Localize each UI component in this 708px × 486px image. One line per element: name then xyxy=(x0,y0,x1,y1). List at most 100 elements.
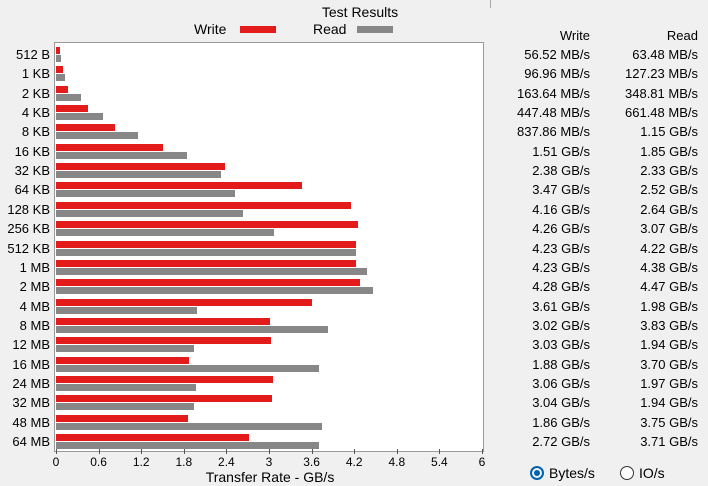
x-tick-label: 4.8 xyxy=(388,455,406,469)
x-tick-label: 4.2 xyxy=(345,455,363,469)
x-tick-label: 1.2 xyxy=(132,455,150,469)
read-value: 1.15 GB/s xyxy=(640,124,698,140)
x-tick xyxy=(439,449,441,454)
io-option-label: IO/s xyxy=(639,465,665,481)
read-value: 2.52 GB/s xyxy=(640,182,698,198)
write-value: 3.03 GB/s xyxy=(532,337,590,353)
write-value: 4.23 GB/s xyxy=(532,240,590,256)
write-bar xyxy=(56,201,352,209)
category-label: 2 KB xyxy=(21,85,50,101)
write-value: 4.26 GB/s xyxy=(532,221,590,237)
write-bar xyxy=(56,182,303,190)
read-value: 1.94 GB/s xyxy=(640,337,698,353)
category-label: 1 KB xyxy=(21,66,50,82)
read-value: 1.94 GB/s xyxy=(640,395,698,411)
x-tick-label: 2.4 xyxy=(218,455,235,469)
read-bar xyxy=(56,190,235,198)
window-divider xyxy=(490,0,491,8)
write-bar xyxy=(56,375,274,383)
write-value: 3.47 GB/s xyxy=(532,182,590,198)
x-tick-label: 3.6 xyxy=(303,455,320,469)
read-bar xyxy=(56,345,194,353)
io-per-second-option[interactable]: IO/s xyxy=(620,465,665,481)
x-tick xyxy=(396,449,398,454)
write-value: 447.48 MB/s xyxy=(517,105,590,121)
write-bar xyxy=(56,414,189,422)
bytes-option-label: Bytes/s xyxy=(549,465,595,481)
read-value: 4.47 GB/s xyxy=(640,279,698,295)
x-axis-label: Transfer Rate - GB/s xyxy=(205,469,335,485)
x-tick xyxy=(311,449,313,454)
category-label: 48 MB xyxy=(12,414,50,430)
x-tick xyxy=(482,449,483,454)
x-tick xyxy=(141,449,143,454)
category-label: 32 KB xyxy=(14,163,50,179)
x-tick xyxy=(354,449,356,454)
category-label: 8 KB xyxy=(21,124,50,140)
read-value: 63.48 MB/s xyxy=(632,47,698,62)
io-radio-button[interactable] xyxy=(620,466,634,480)
write-value: 3.06 GB/s xyxy=(532,375,590,391)
read-bar xyxy=(56,171,222,179)
read-bar xyxy=(56,151,188,159)
write-value: 4.16 GB/s xyxy=(532,201,590,217)
write-bar xyxy=(56,124,116,132)
x-tick-label: 0 xyxy=(52,455,60,469)
read-bar xyxy=(56,403,194,411)
write-value: 1.86 GB/s xyxy=(532,414,590,430)
write-bar xyxy=(56,317,271,325)
read-bar xyxy=(56,248,356,256)
read-bar xyxy=(56,287,374,295)
write-bar xyxy=(56,259,357,267)
write-bar xyxy=(56,298,313,306)
x-tick-label: 5.4 xyxy=(431,455,448,469)
category-label: 64 MB xyxy=(12,434,50,449)
read-bar xyxy=(56,229,274,237)
read-value: 1.98 GB/s xyxy=(640,298,698,314)
read-value: 661.48 MB/s xyxy=(625,105,698,121)
x-tick-label: 0.6 xyxy=(90,455,107,469)
x-tick xyxy=(56,449,57,454)
write-value: 4.28 GB/s xyxy=(532,279,590,295)
category-label: 16 KB xyxy=(14,143,50,159)
legend-read-swatch xyxy=(357,26,393,33)
read-bar xyxy=(56,113,103,121)
read-bar xyxy=(56,132,138,140)
category-label: 16 MB xyxy=(12,356,50,372)
x-tick xyxy=(226,449,228,454)
read-value: 3.83 GB/s xyxy=(640,317,698,333)
read-value: 1.85 GB/s xyxy=(640,143,698,159)
write-value: 837.86 MB/s xyxy=(517,124,590,140)
category-label: 2 MB xyxy=(19,279,50,295)
category-label: 256 KB xyxy=(7,221,50,237)
read-value: 127.23 MB/s xyxy=(625,66,698,82)
read-bar xyxy=(56,325,328,333)
write-bar xyxy=(56,395,272,403)
read-bar xyxy=(56,306,197,314)
write-bar xyxy=(56,337,272,345)
legend-write-label: Write xyxy=(194,21,227,37)
read-value: 2.33 GB/s xyxy=(640,163,698,179)
read-bar xyxy=(56,74,66,82)
legend-write-swatch xyxy=(240,26,276,33)
write-bar xyxy=(56,434,250,441)
write-bar xyxy=(56,221,359,229)
bytes-radio-button[interactable] xyxy=(530,466,544,480)
write-bar xyxy=(56,163,225,171)
bytes-per-second-option[interactable]: Bytes/s xyxy=(530,465,595,481)
write-bar xyxy=(56,240,357,248)
read-bar xyxy=(56,267,367,275)
write-bar xyxy=(56,85,68,93)
write-value: 1.88 GB/s xyxy=(532,356,590,372)
read-value: 4.38 GB/s xyxy=(640,259,698,275)
read-bar xyxy=(56,422,323,430)
write-value: 4.23 GB/s xyxy=(532,259,590,275)
category-label: 64 KB xyxy=(14,182,50,198)
read-bar xyxy=(56,364,319,372)
read-bar xyxy=(56,442,320,449)
x-tick xyxy=(98,449,100,454)
write-value: 3.02 GB/s xyxy=(532,317,590,333)
read-value: 1.97 GB/s xyxy=(640,375,698,391)
write-bar xyxy=(56,105,88,113)
read-value: 3.70 GB/s xyxy=(640,356,698,372)
